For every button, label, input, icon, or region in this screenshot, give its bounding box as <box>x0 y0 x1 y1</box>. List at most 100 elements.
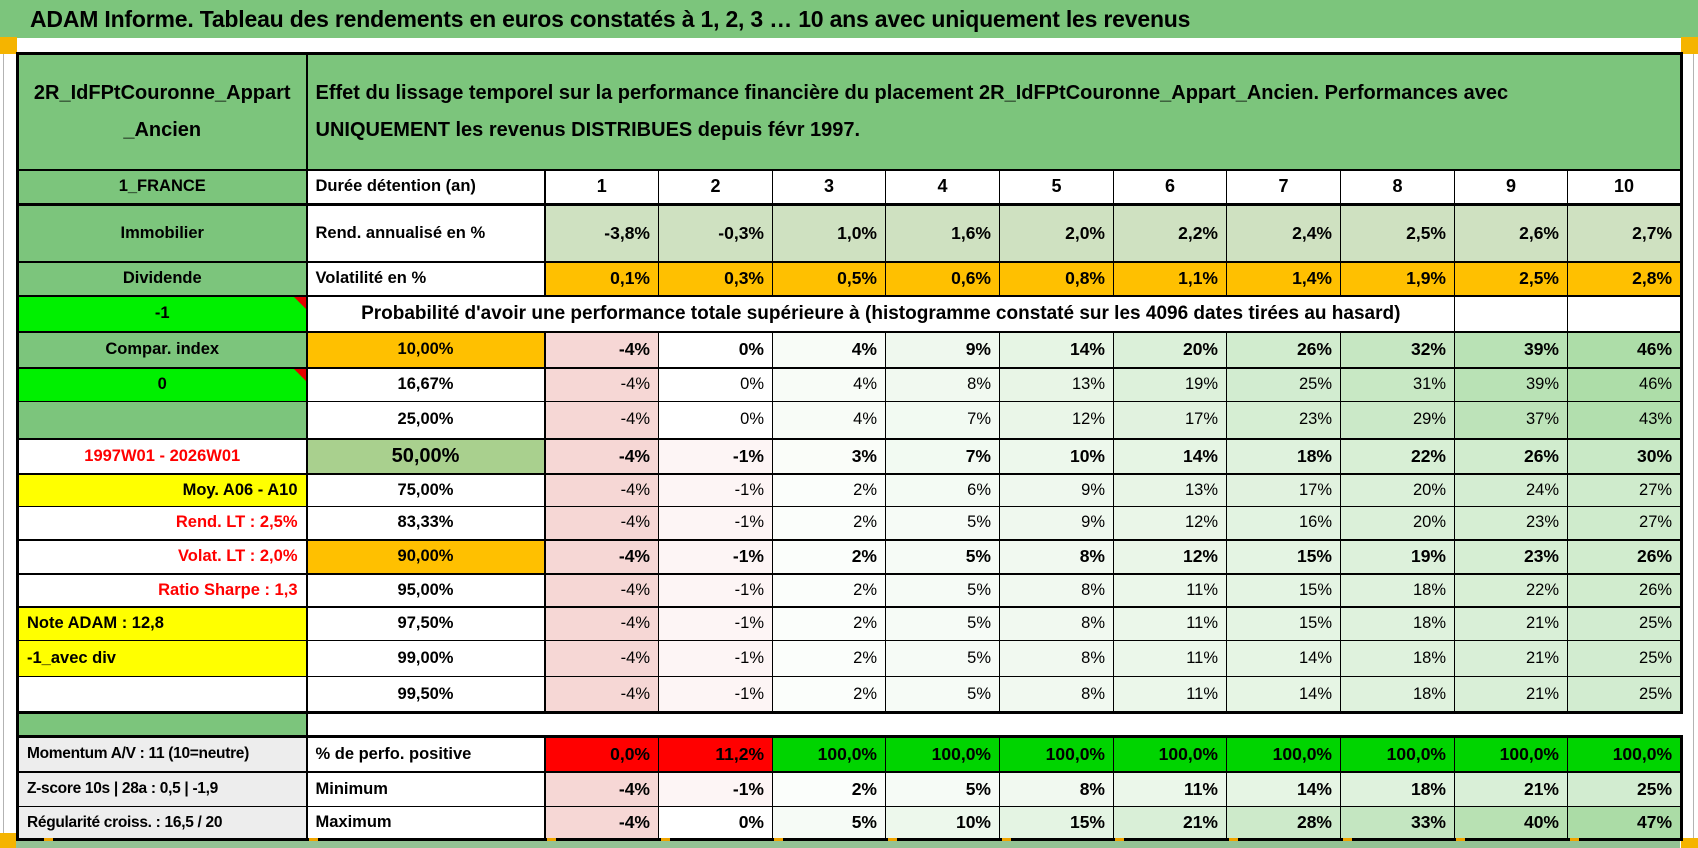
header-posit[interactable]: % de perfo. positive <box>306 735 546 773</box>
cell-p90-c10[interactable]: 26% <box>1566 539 1684 575</box>
header-p10[interactable]: 10,00% <box>306 331 546 369</box>
cell-posit-c1[interactable]: 0,0% <box>544 735 659 773</box>
cell-max-c6[interactable]: 21% <box>1113 806 1227 841</box>
cell-p95-c7[interactable]: 15% <box>1226 573 1341 608</box>
cell-p75-c6[interactable]: 13% <box>1113 473 1227 507</box>
cell-p99-c3[interactable]: 2% <box>772 640 886 677</box>
cell-min-c7[interactable]: 14% <box>1226 771 1341 807</box>
cell-p90-c5[interactable]: 8% <box>999 539 1114 575</box>
cell-p995-c2[interactable]: -1% <box>658 676 773 714</box>
cell-p1667-c9[interactable]: 39% <box>1454 367 1568 402</box>
cell-p90-c6[interactable]: 12% <box>1113 539 1227 575</box>
cell-p975-c6[interactable]: 11% <box>1113 606 1227 641</box>
label-p25[interactable] <box>16 401 308 440</box>
cell-duree-c6[interactable]: 6 <box>1113 169 1227 206</box>
probability-header-cell[interactable]: Probabilité d'avoir une performance tota… <box>306 295 1455 333</box>
cell-volat-c5[interactable]: 0,8% <box>999 261 1114 297</box>
cell-p25-c1[interactable]: -4% <box>544 401 659 440</box>
cell-rend-c1[interactable]: -3,8% <box>544 204 659 263</box>
header-p25[interactable]: 25,00% <box>306 401 546 440</box>
cell-p1667-c10[interactable]: 46% <box>1566 367 1684 402</box>
header-p99[interactable]: 99,00% <box>306 640 546 677</box>
cell-duree-c3[interactable]: 3 <box>772 169 886 206</box>
cell-duree-c1[interactable]: 1 <box>544 169 659 206</box>
label-p95[interactable]: Ratio Sharpe : 1,3 <box>16 573 308 608</box>
cell-p1667-c6[interactable]: 19% <box>1113 367 1227 402</box>
cell-p1667-c3[interactable]: 4% <box>772 367 886 402</box>
label-max[interactable]: Régularité croiss. : 16,5 / 20 <box>16 806 308 841</box>
cell-p95-c3[interactable]: 2% <box>772 573 886 608</box>
cell-posit-c2[interactable]: 11,2% <box>658 735 773 773</box>
cell-max-c9[interactable]: 40% <box>1454 806 1568 841</box>
cell-p75-c7[interactable]: 17% <box>1226 473 1341 507</box>
cell-p99-c10[interactable]: 25% <box>1566 640 1684 677</box>
cell-p99-c6[interactable]: 11% <box>1113 640 1227 677</box>
cell-p995-c3[interactable]: 2% <box>772 676 886 714</box>
cell-p995-c4[interactable]: 5% <box>885 676 1000 714</box>
cell-p995-c6[interactable]: 11% <box>1113 676 1227 714</box>
cell-volat-c2[interactable]: 0,3% <box>658 261 773 297</box>
cell-p1667-c4[interactable]: 8% <box>885 367 1000 402</box>
cell-max-c2[interactable]: 0% <box>658 806 773 841</box>
cell-p8333-c7[interactable]: 16% <box>1226 506 1341 541</box>
cell-p8333-c9[interactable]: 23% <box>1454 506 1568 541</box>
cell-volat-c3[interactable]: 0,5% <box>772 261 886 297</box>
label-p99[interactable]: -1_avec div <box>16 640 308 677</box>
cell-posit-c3[interactable]: 100,0% <box>772 735 886 773</box>
cell-p75-c1[interactable]: -4% <box>544 473 659 507</box>
header-p95[interactable]: 95,00% <box>306 573 546 608</box>
cell-p8333-c6[interactable]: 12% <box>1113 506 1227 541</box>
cell-p1667-c8[interactable]: 31% <box>1340 367 1455 402</box>
cell-p95-c4[interactable]: 5% <box>885 573 1000 608</box>
cell-p975-c10[interactable]: 25% <box>1566 606 1684 641</box>
cell-p75-c9[interactable]: 24% <box>1454 473 1568 507</box>
cell-p75-c5[interactable]: 9% <box>999 473 1114 507</box>
cell-posit-c10[interactable]: 100,0% <box>1566 735 1684 773</box>
label-p50[interactable]: 1997W01 - 2026W01 <box>16 438 308 475</box>
cell-p99-c2[interactable]: -1% <box>658 640 773 677</box>
cell-min-c9[interactable]: 21% <box>1454 771 1568 807</box>
cell-p10-c4[interactable]: 9% <box>885 331 1000 369</box>
cell-p975-c4[interactable]: 5% <box>885 606 1000 641</box>
cell-rend-c6[interactable]: 2,2% <box>1113 204 1227 263</box>
cell-p975-c2[interactable]: -1% <box>658 606 773 641</box>
label-p10[interactable]: Compar. index <box>16 331 308 369</box>
cell-max-c1[interactable]: -4% <box>544 806 659 841</box>
cell-p75-c2[interactable]: -1% <box>658 473 773 507</box>
cell-p8333-c4[interactable]: 5% <box>885 506 1000 541</box>
cell-p25-c7[interactable]: 23% <box>1226 401 1341 440</box>
cell-p90-c1[interactable]: -4% <box>544 539 659 575</box>
cell-min-c6[interactable]: 11% <box>1113 771 1227 807</box>
cell-p10-c6[interactable]: 20% <box>1113 331 1227 369</box>
header-rend[interactable]: Rend. annualisé en % <box>306 204 546 263</box>
cell-min-c4[interactable]: 5% <box>885 771 1000 807</box>
cell-rend-c7[interactable]: 2,4% <box>1226 204 1341 263</box>
cell-p10-c8[interactable]: 32% <box>1340 331 1455 369</box>
cell-volat-c10[interactable]: 2,8% <box>1566 261 1684 297</box>
cell-p95-c8[interactable]: 18% <box>1340 573 1455 608</box>
spacer-cell[interactable] <box>16 712 308 737</box>
cell-p99-c7[interactable]: 14% <box>1226 640 1341 677</box>
label-p995[interactable] <box>16 676 308 714</box>
corner-title-cell[interactable]: 2R_IdFPtCouronne_Appart _Ancien <box>16 52 308 171</box>
cell-p95-c9[interactable]: 22% <box>1454 573 1568 608</box>
cell-min-c8[interactable]: 18% <box>1340 771 1455 807</box>
cell-p25-c4[interactable]: 7% <box>885 401 1000 440</box>
cell-p995-c9[interactable]: 21% <box>1454 676 1568 714</box>
cell-p75-c10[interactable]: 27% <box>1566 473 1684 507</box>
cell-p10-c5[interactable]: 14% <box>999 331 1114 369</box>
cell-p50-c7[interactable]: 18% <box>1226 438 1341 475</box>
cell-proba-empty1[interactable] <box>1454 295 1568 333</box>
cell-p90-c8[interactable]: 19% <box>1340 539 1455 575</box>
cell-max-c5[interactable]: 15% <box>999 806 1114 841</box>
cell-min-c10[interactable]: 25% <box>1566 771 1684 807</box>
label-posit[interactable]: Momentum A/V : 11 (10=neutre) <box>16 735 308 773</box>
cell-volat-c6[interactable]: 1,1% <box>1113 261 1227 297</box>
label-min[interactable]: Z-score 10s | 28a : 0,5 | -1,9 <box>16 771 308 807</box>
cell-p50-c9[interactable]: 26% <box>1454 438 1568 475</box>
cell-min-c2[interactable]: -1% <box>658 771 773 807</box>
cell-posit-c4[interactable]: 100,0% <box>885 735 1000 773</box>
cell-p25-c9[interactable]: 37% <box>1454 401 1568 440</box>
label-p975[interactable]: Note ADAM : 12,8 <box>16 606 308 641</box>
cell-p995-c1[interactable]: -4% <box>544 676 659 714</box>
